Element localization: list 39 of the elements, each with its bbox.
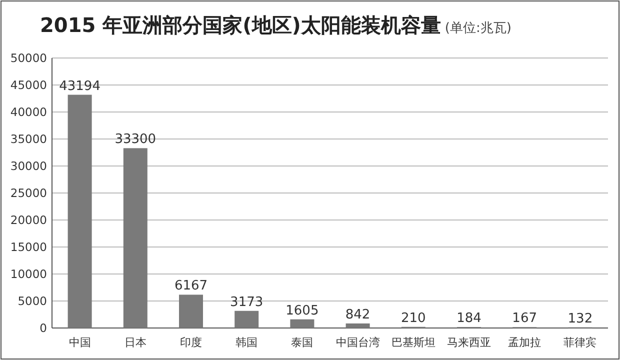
x-tick-label: 韩国 <box>236 336 258 349</box>
x-tick-label: 孟加拉 <box>508 336 542 349</box>
bar <box>346 323 370 328</box>
bar <box>234 310 259 328</box>
x-tick-label: 泰国 <box>291 336 314 349</box>
x-tick-label: 巴基斯坦 <box>391 336 436 349</box>
data-label: 33300 <box>114 132 156 148</box>
x-tick-label: 中国 <box>68 336 91 349</box>
y-tick-label: 50000 <box>10 51 47 65</box>
y-tick-label: 30000 <box>10 159 47 173</box>
data-label: 132 <box>568 311 593 326</box>
bar <box>179 294 203 328</box>
data-label: 1605 <box>286 303 319 318</box>
x-tick-label: 菲律宾 <box>564 336 597 349</box>
data-label: 842 <box>345 307 370 322</box>
y-tick-label: 45000 <box>10 78 47 92</box>
data-label: 6167 <box>174 278 208 294</box>
y-tick-label: 25000 <box>10 186 47 200</box>
chart-subtitle: (单位:兆瓦) <box>444 21 512 36</box>
data-label: 3173 <box>230 294 264 310</box>
y-tick-label: 10000 <box>10 267 47 281</box>
chart-title: 2015 年亚洲部分国家(地区)太阳能装机容量 <box>40 13 441 37</box>
x-tick-label: 中国台湾 <box>336 336 380 349</box>
y-tick-label: 5000 <box>18 294 47 308</box>
y-tick-label: 40000 <box>10 105 47 119</box>
x-tick-label: 印度 <box>180 336 202 349</box>
x-tick-label: 马来西亚 <box>447 336 491 349</box>
bar <box>68 94 92 328</box>
data-label: 43194 <box>59 78 100 94</box>
bar <box>290 319 314 328</box>
y-tick-label: 20000 <box>10 213 47 227</box>
x-tick-label: 日本 <box>124 336 146 349</box>
y-tick-label: 15000 <box>10 240 47 254</box>
bar <box>123 148 148 328</box>
y-tick-label: 0 <box>40 321 47 335</box>
y-tick-label: 35000 <box>10 132 47 146</box>
data-label: 167 <box>512 311 538 326</box>
data-label: 210 <box>400 310 426 326</box>
data-label: 184 <box>456 311 482 326</box>
